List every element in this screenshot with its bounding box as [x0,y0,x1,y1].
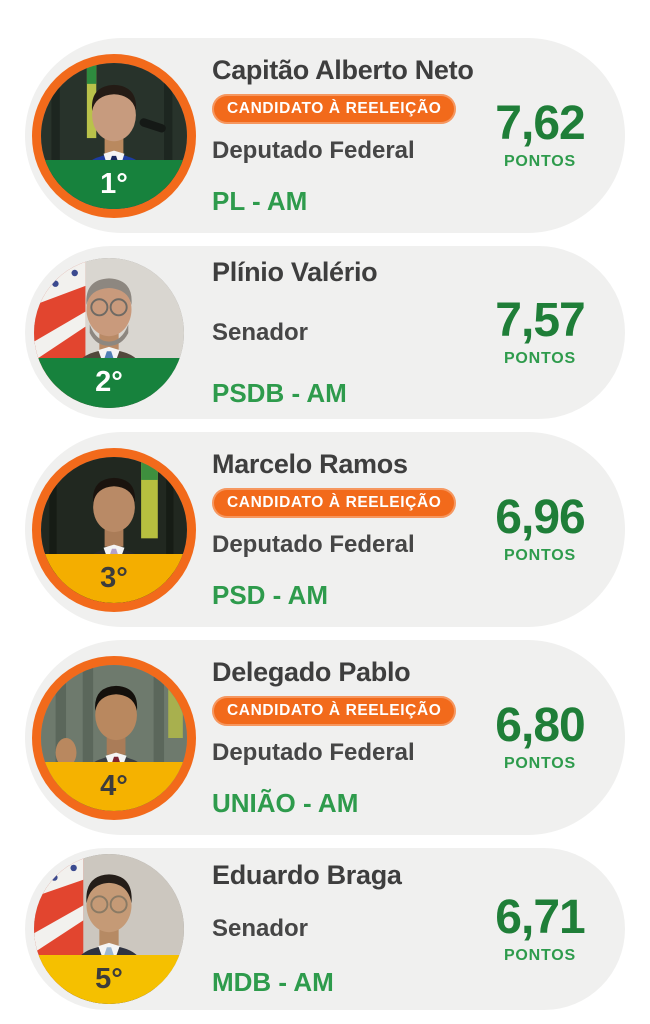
candidate-photo: 3° [32,447,196,612]
rank-badge: 3° [41,554,187,603]
score-label: PONTOS [503,946,577,964]
candidate-party: PL - AM [212,185,308,216]
candidate-photo: 2° [34,257,184,408]
rank-badge: 2° [34,358,184,408]
score-value: 6,80 [495,699,585,752]
photo-column: 3° [25,447,203,612]
candidate-photo: 4° [32,655,196,820]
ranking-card-3: 3° Marcelo Ramos CANDIDATO À REELEIÇÃO D… [25,432,625,627]
candidate-office: Senador [212,318,309,346]
candidate-office: Deputado Federal [212,136,415,164]
candidate-name: Marcelo Ramos [212,448,408,479]
candidate-office: Deputado Federal [212,530,415,558]
ranking-card-2: 2° Plínio Valério Senador PSDB - AM 7,57… [25,246,625,419]
photo-column: 2° [25,257,203,408]
candidate-office: Senador [212,915,309,942]
candidate-office: Deputado Federal [212,738,415,766]
candidate-name: Capitão Alberto Neto [212,54,474,85]
photo-column: 5° [25,854,203,1004]
candidate-name: Eduardo Braga [212,860,402,890]
candidate-party: PSDB - AM [212,377,347,408]
ranking-card-1: 1° Capitão Alberto Neto CANDIDATO À REEL… [25,38,625,233]
score-block: 7,62 PONTOS [481,100,599,171]
photo-column: 1° [25,53,203,218]
reelection-badge: CANDIDATO À REELEIÇÃO [212,487,457,518]
candidate-photo: 5° [34,854,184,1004]
candidate-name: Delegado Pablo [212,656,411,687]
candidate-party: PSD - AM [212,579,329,610]
photo-column: 4° [25,655,203,820]
score-label: PONTOS [503,755,577,772]
reelection-badge: CANDIDATO À REELEIÇÃO [212,93,457,124]
score-value: 6,71 [495,890,585,944]
score-value: 7,62 [495,97,585,150]
ranking-card-4: 4° Delegado Pablo CANDIDATO À REELEIÇÃO … [25,640,625,835]
candidate-info: Plínio Valério Senador PSDB - AM [203,257,481,409]
score-value: 7,57 [495,294,585,347]
candidate-info: Capitão Alberto Neto CANDIDATO À REELEIÇ… [203,55,481,217]
candidate-party: UNIÃO - AM [212,787,359,818]
candidate-info: Eduardo Braga Senador MDB - AM [203,860,481,998]
score-block: 7,57 PONTOS [481,297,599,368]
score-value: 6,96 [495,491,585,544]
candidate-party: MDB - AM [212,967,334,997]
candidate-name: Plínio Valério [212,256,378,287]
candidate-photo: 1° [32,53,196,218]
score-block: 6,80 PONTOS [481,702,599,773]
score-label: PONTOS [503,547,577,564]
candidate-info: Delegado Pablo CANDIDATO À REELEIÇÃO Dep… [203,657,481,819]
score-label: PONTOS [503,350,577,367]
score-block: 6,96 PONTOS [481,494,599,565]
score-label: PONTOS [503,153,577,170]
reelection-badge: CANDIDATO À REELEIÇÃO [212,695,457,726]
rank-badge: 1° [41,160,187,209]
candidate-info: Marcelo Ramos CANDIDATO À REELEIÇÃO Depu… [203,449,481,611]
rank-badge: 5° [34,954,184,1004]
rank-badge: 4° [41,762,187,811]
ranking-card-5: 5° Eduardo Braga Senador MDB - AM 6,71 P… [25,848,625,1010]
score-block: 6,71 PONTOS [481,890,599,965]
